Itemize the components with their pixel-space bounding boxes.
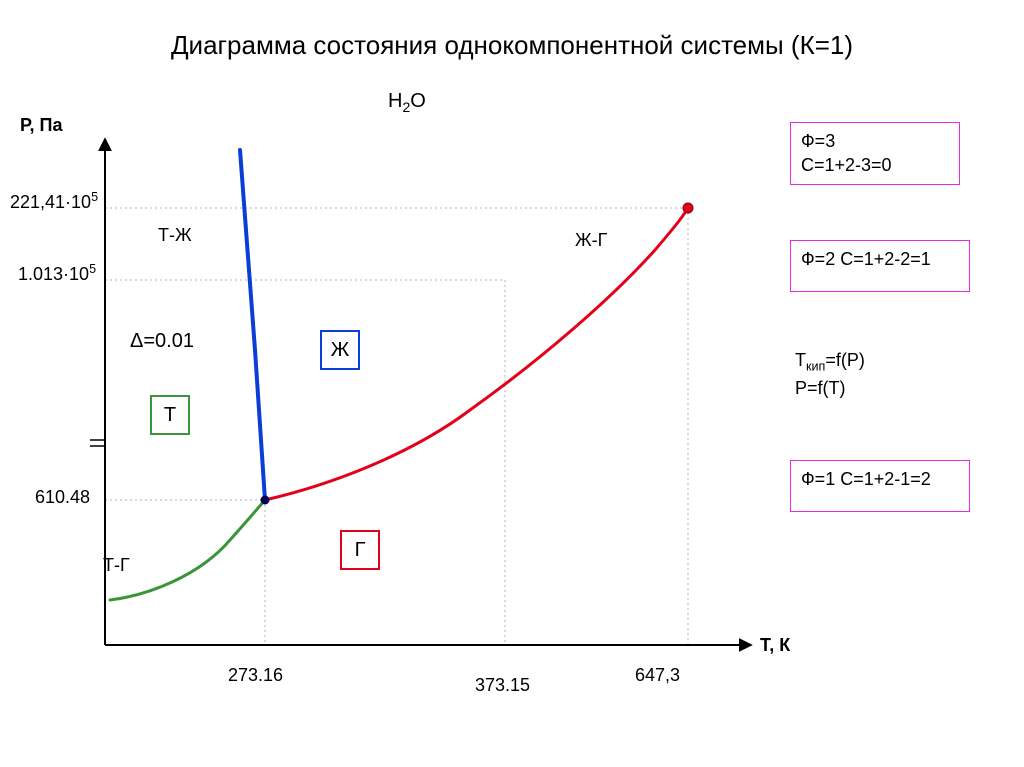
x-tick-27316: 273.16	[228, 665, 283, 686]
y-axis-label: Р, Па	[20, 115, 62, 136]
info-box-3: Ф=1 С=1+2-1=2	[790, 460, 970, 512]
delta-label: Δ=0.01	[130, 330, 194, 353]
info-box-1: Ф=3 С=1+2-3=0	[790, 122, 960, 185]
x-axis-label: Т, К	[760, 635, 790, 656]
phase-box-liquid: Ж	[320, 330, 360, 370]
relation-line-1: Ткип=f(Р)	[795, 348, 865, 376]
y-tick-1013e5: 1.013·105	[18, 262, 96, 285]
y-tick-22141e5: 221,41·105	[10, 190, 98, 213]
x-tick-6473: 647,3	[635, 665, 680, 686]
relation-line-2: Р=f(Т)	[795, 376, 865, 400]
info-box-1-line-1: Ф=3	[801, 129, 949, 153]
diagram-svg	[0, 0, 1024, 767]
info-box-2: Ф=2 С=1+2-2=1	[790, 240, 970, 292]
label-solid-gas: Т-Г	[103, 555, 130, 576]
x-tick-37315: 373.15	[475, 675, 530, 696]
info-box-2-line-1: Ф=2 С=1+2-2=1	[801, 247, 959, 271]
label-solid-liquid: Т-Ж	[158, 225, 192, 246]
phase-box-solid: Т	[150, 395, 190, 435]
relations-text: Ткип=f(Р) Р=f(Т)	[795, 348, 865, 400]
y-tick-610: 610.48	[35, 487, 90, 508]
info-box-1-line-2: С=1+2-3=0	[801, 153, 949, 177]
phase-box-gas: Г	[340, 530, 380, 570]
label-liquid-gas: Ж-Г	[575, 230, 607, 251]
info-box-3-line-1: Ф=1 С=1+2-1=2	[801, 467, 959, 491]
